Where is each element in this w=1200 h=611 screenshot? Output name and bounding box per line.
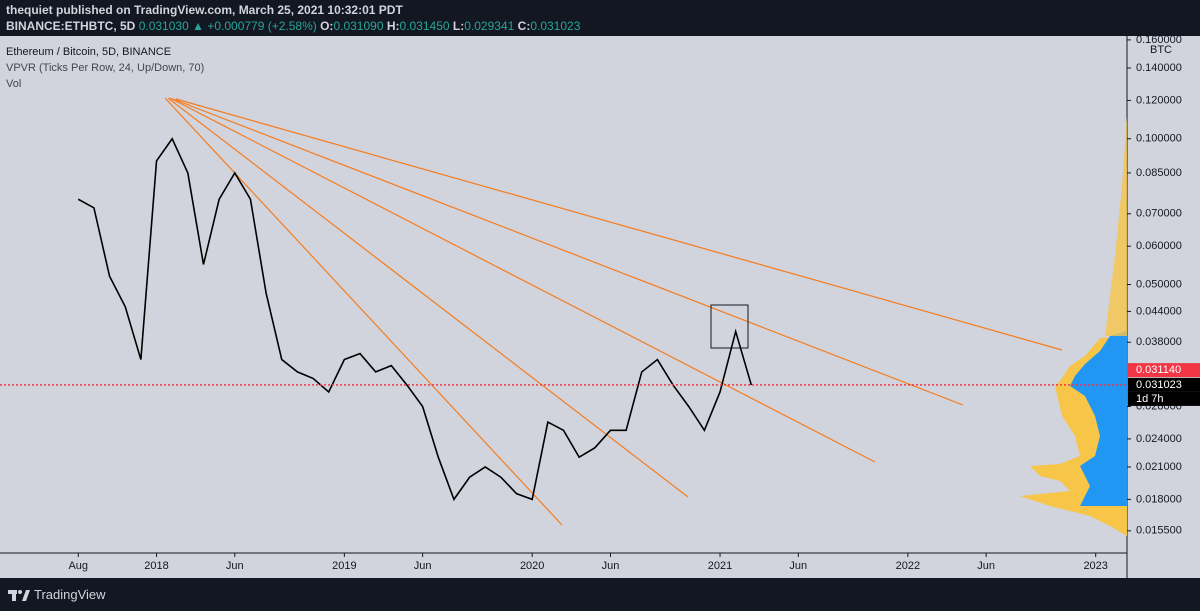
- o-label: O:: [320, 19, 334, 33]
- c-label: C:: [517, 19, 531, 33]
- x-tick-label: Jun: [789, 560, 807, 572]
- y-tick-label: 0.024000: [1136, 433, 1182, 445]
- y-tick-label: 0.085000: [1136, 167, 1182, 179]
- brand: TradingView: [34, 587, 106, 602]
- change: +0.000779 (+2.58%): [207, 19, 317, 33]
- y-tick-label: 0.070000: [1136, 208, 1182, 220]
- open: 0.031090: [333, 19, 384, 33]
- ohlc-line: BINANCE:ETHBTC, 5D 0.031030 ▲ +0.000779 …: [6, 19, 580, 33]
- last: 0.031030: [138, 19, 189, 33]
- low: 0.029341: [464, 19, 515, 33]
- y-tick-label: 0.021000: [1136, 461, 1182, 473]
- plot: 0.031140 0.031023 1d 7h: [0, 137, 1200, 502]
- chart: 0.0155000.0180000.0210000.0240000.028000…: [0, 36, 1200, 578]
- x-tick-label: Jun: [602, 560, 620, 572]
- y-tick-label: 0.044000: [1136, 305, 1182, 317]
- x-tick-label: 2022: [896, 560, 920, 572]
- x-tick-label: 2023: [1083, 560, 1107, 572]
- legend-item: Ethereum / Bitcoin, 5D, BINANCE: [6, 46, 171, 58]
- x-tick-label: 2020: [520, 560, 544, 572]
- x-tick-label: 2019: [332, 560, 356, 572]
- logo: [8, 590, 30, 601]
- l-label: L:: [452, 19, 465, 33]
- price-line: [77, 137, 753, 502]
- countdown: 1d 7h: [1136, 393, 1164, 405]
- y-tick-label: 0.038000: [1136, 336, 1182, 348]
- x-tick-label: Jun: [414, 560, 432, 572]
- price-tag-label: 0.031140: [1136, 364, 1181, 376]
- legend-item: VPVR (Ticks Per Row, 24, Up/Down, 70): [6, 62, 204, 74]
- trendlines: [164, 97, 1063, 526]
- x-tick-label: Jun: [226, 560, 244, 572]
- symbol: BINANCE:ETHBTC, 5D: [6, 19, 136, 33]
- y-tick-label: 0.050000: [1136, 278, 1182, 290]
- legend-item: Vol: [6, 78, 21, 90]
- countdown-bg: [1128, 391, 1200, 406]
- chart-bg: [0, 36, 1200, 578]
- highlight-box: [710, 304, 749, 349]
- y-tick-label: 0.140000: [1136, 62, 1182, 74]
- x-tick-label: 2018: [144, 560, 168, 572]
- header: thequiet published on TradingView.com, M…: [0, 0, 1200, 36]
- y-tick-label: 0.160000: [1136, 36, 1182, 46]
- price-tag-label: 0.031023: [1136, 379, 1182, 391]
- arrow: ▲: [192, 19, 204, 33]
- price-tag: [1128, 377, 1200, 392]
- volume-profile: [1020, 116, 1127, 536]
- y-tick-label: 0.015500: [1136, 525, 1182, 537]
- footer: TradingView: [0, 578, 1200, 611]
- price-tag: [1128, 363, 1200, 378]
- x-tick-label: 2021: [708, 560, 732, 572]
- author-line: thequiet published on TradingView.com, M…: [6, 3, 403, 17]
- x-tick-label: Jun: [977, 560, 995, 572]
- close: 0.031023: [530, 19, 581, 33]
- x-tick-label: Aug: [68, 560, 88, 572]
- h-label: H:: [386, 19, 400, 33]
- y-tick-label: 0.100000: [1136, 133, 1182, 145]
- y-unit: BTC: [1150, 44, 1172, 56]
- y-tick-label: 0.018000: [1136, 493, 1182, 505]
- y-tick-label: 0.120000: [1136, 94, 1182, 106]
- y-tick-label: 0.060000: [1136, 240, 1182, 252]
- high: 0.031450: [399, 19, 450, 33]
